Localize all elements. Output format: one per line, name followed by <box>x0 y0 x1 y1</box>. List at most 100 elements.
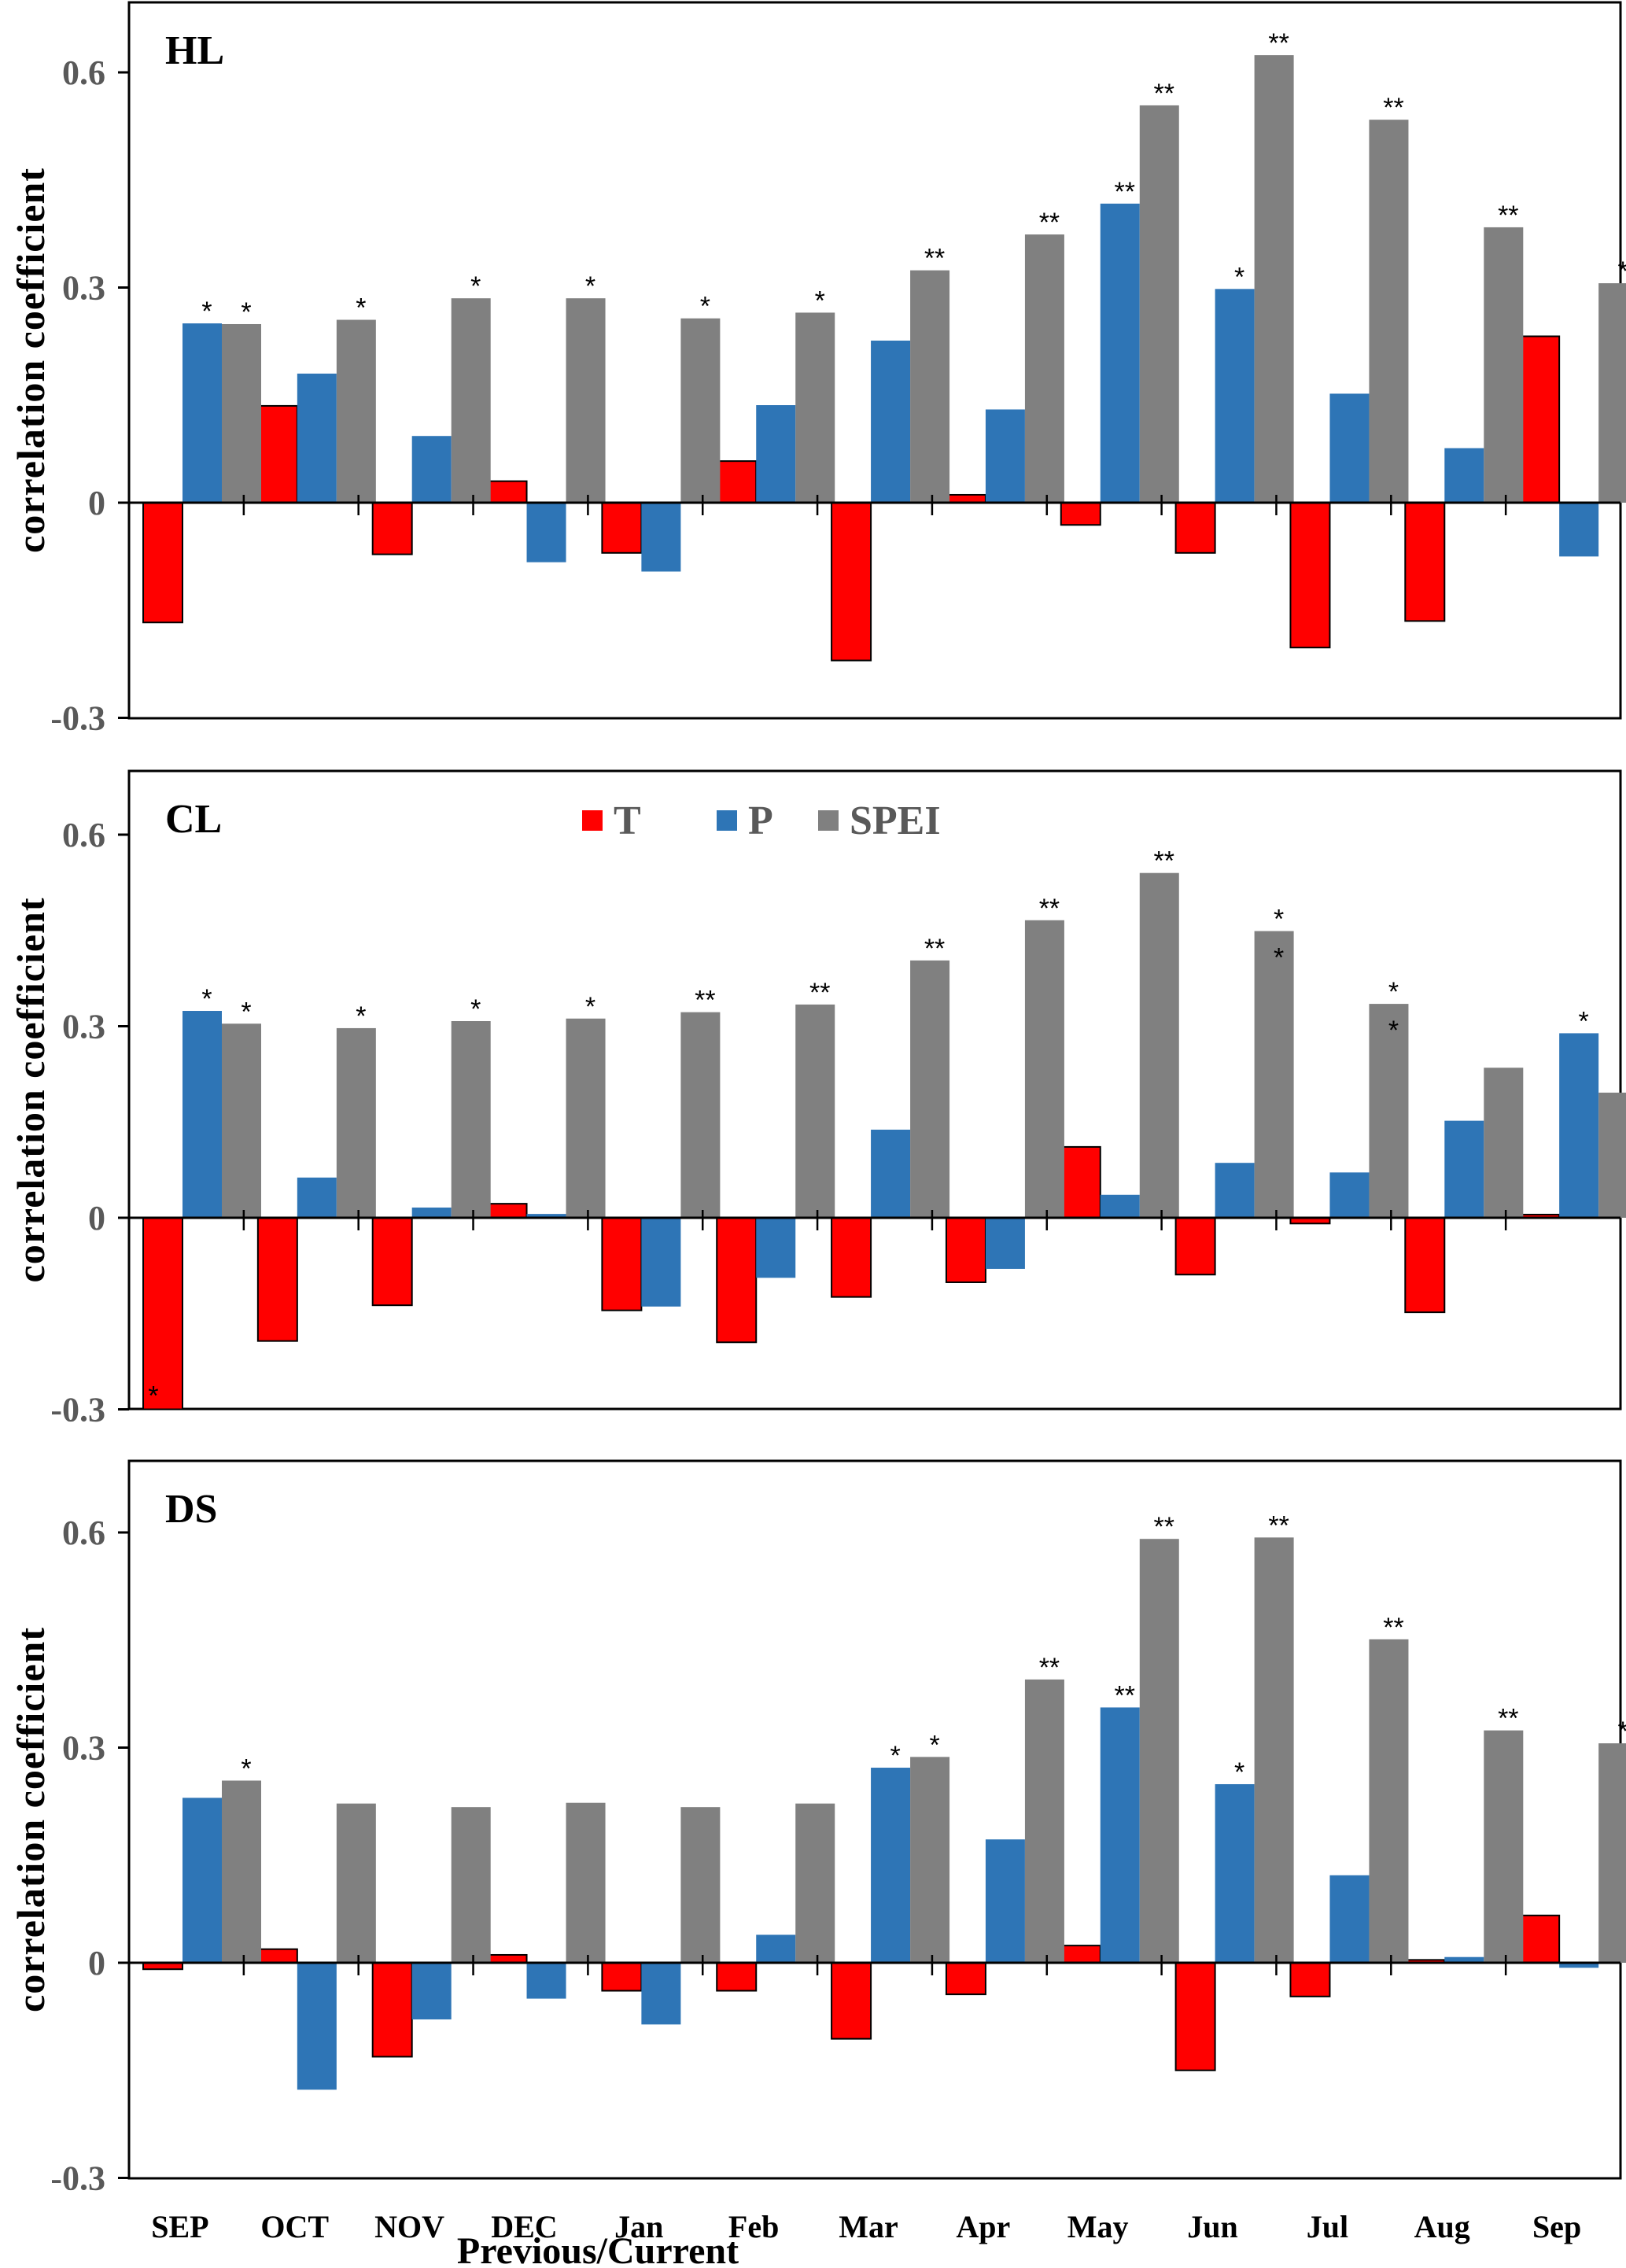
legend-label-spei: SPEI <box>850 798 941 843</box>
significance-marker: * <box>929 1730 939 1760</box>
bar-spei-sep <box>222 1023 261 1218</box>
plot-frame <box>127 769 1622 1411</box>
y-tick-label: 0.3 <box>62 1008 105 1046</box>
bar-p-mar <box>871 1768 911 1963</box>
significance-marker: * <box>241 997 251 1027</box>
bar-t-nov <box>371 502 413 555</box>
significance-marker: ** <box>924 244 945 274</box>
significance-marker: ** <box>1268 1510 1289 1540</box>
y-axis-label: correlation coefficient <box>9 898 53 1283</box>
significance-marker: ** <box>1039 894 1060 924</box>
bar-spei-aug <box>1484 1068 1524 1218</box>
legend-swatch-spei <box>818 810 839 831</box>
bar-spei-jun <box>1254 55 1294 503</box>
panel-label: CL <box>165 797 222 842</box>
x-tick-label: Feb <box>728 2209 779 2244</box>
significance-marker: ** <box>1115 1680 1135 1710</box>
significance-marker: * <box>585 992 595 1022</box>
bar-t-may <box>1060 502 1101 526</box>
x-tick-label: Mar <box>839 2209 898 2244</box>
bar-p-jul <box>1329 1172 1370 1218</box>
significance-marker: * <box>356 1001 366 1031</box>
bar-spei-jan <box>680 1807 721 1963</box>
y-tick-label: 0.6 <box>62 1514 105 1552</box>
significance-marker: ** <box>1498 1704 1518 1734</box>
bar-spei-jul <box>1369 1639 1409 1963</box>
bar-p-oct <box>297 1177 337 1218</box>
bar-spei-jan <box>680 318 721 503</box>
legend-swatch-p <box>717 810 737 831</box>
significance-marker: * <box>1618 1717 1626 1746</box>
y-tick-label: 0.6 <box>62 816 105 854</box>
significance-marker: * <box>1388 977 1399 1007</box>
bar-t-jan <box>601 1962 643 1992</box>
bar-p-feb <box>756 1218 796 1278</box>
bar-spei-aug <box>1484 227 1524 503</box>
bar-t-jul <box>1289 502 1331 649</box>
bar-spei-sep <box>222 323 261 503</box>
x-tick-label: Jun <box>1187 2209 1238 2244</box>
significance-marker: * <box>1274 905 1284 935</box>
panel-label: HL <box>165 28 224 73</box>
bar-spei-feb <box>795 312 835 503</box>
bar-spei-aug <box>1484 1730 1524 1963</box>
bar-p-aug <box>1444 1956 1484 1963</box>
significance-marker: * <box>241 1754 251 1783</box>
bar-p-mar <box>871 340 911 503</box>
bar-t-jan <box>601 502 643 554</box>
bar-p-dec <box>526 503 566 562</box>
bar-t-feb <box>716 1217 758 1344</box>
significance-marker: * <box>815 286 825 315</box>
x-tick-label: Jan <box>614 2209 663 2244</box>
bar-t-dec <box>486 1953 528 1964</box>
bar-spei-jun <box>1254 931 1294 1218</box>
bar-p-dec <box>526 1214 566 1218</box>
y-tick-label: 0 <box>88 1199 105 1237</box>
x-tick-label: Apr <box>956 2209 1010 2244</box>
significance-marker: * <box>201 984 212 1014</box>
bar-spei-sep <box>1598 283 1626 503</box>
significance-marker: * <box>1579 1006 1589 1036</box>
x-tick-label: OCT <box>260 2209 329 2244</box>
bar-spei-feb <box>795 1004 835 1218</box>
bar-p-jul <box>1329 393 1370 503</box>
bar-spei-nov <box>451 1021 491 1218</box>
significance-marker: ** <box>809 978 830 1008</box>
bar-t-aug <box>1404 1217 1446 1314</box>
significance-marker: ** <box>1383 1613 1403 1643</box>
bar-p-jan <box>641 1963 681 2025</box>
bar-spei-mar <box>910 960 950 1218</box>
significance-marker: * <box>1388 1016 1399 1045</box>
bar-spei-jul <box>1369 120 1409 503</box>
bar-t-sep <box>1519 335 1561 504</box>
significance-marker: * <box>585 271 595 301</box>
bar-spei-may <box>1139 872 1179 1218</box>
bar-spei-jun <box>1254 1537 1294 1963</box>
bar-spei-nov <box>451 1807 491 1963</box>
bar-spei-apr <box>1024 920 1064 1218</box>
significance-marker: ** <box>1383 93 1403 123</box>
legend-label-p: P <box>748 798 773 843</box>
significance-marker: * <box>470 994 481 1024</box>
x-tick-label: May <box>1067 2209 1129 2244</box>
bar-t-nov <box>371 1962 413 2058</box>
bar-t-feb <box>716 460 758 504</box>
bar-spei-sep <box>1598 1092 1626 1218</box>
bar-t-jun <box>1174 1217 1216 1276</box>
bar-t-jun <box>1174 502 1216 554</box>
bar-p-aug <box>1444 1120 1484 1218</box>
bar-spei-jul <box>1369 1004 1409 1218</box>
bar-t-apr <box>945 493 986 504</box>
bar-p-jan <box>641 1218 681 1307</box>
significance-marker: * <box>148 1381 158 1411</box>
bar-t-nov <box>371 1217 413 1307</box>
significance-marker: ** <box>1039 208 1060 238</box>
bar-t-mar <box>831 1217 872 1298</box>
bar-spei-dec <box>566 1802 606 1963</box>
bar-t-dec <box>486 480 528 504</box>
y-tick-label: 0 <box>88 1944 105 1982</box>
significance-marker: ** <box>924 934 945 964</box>
significance-marker: ** <box>695 986 715 1016</box>
